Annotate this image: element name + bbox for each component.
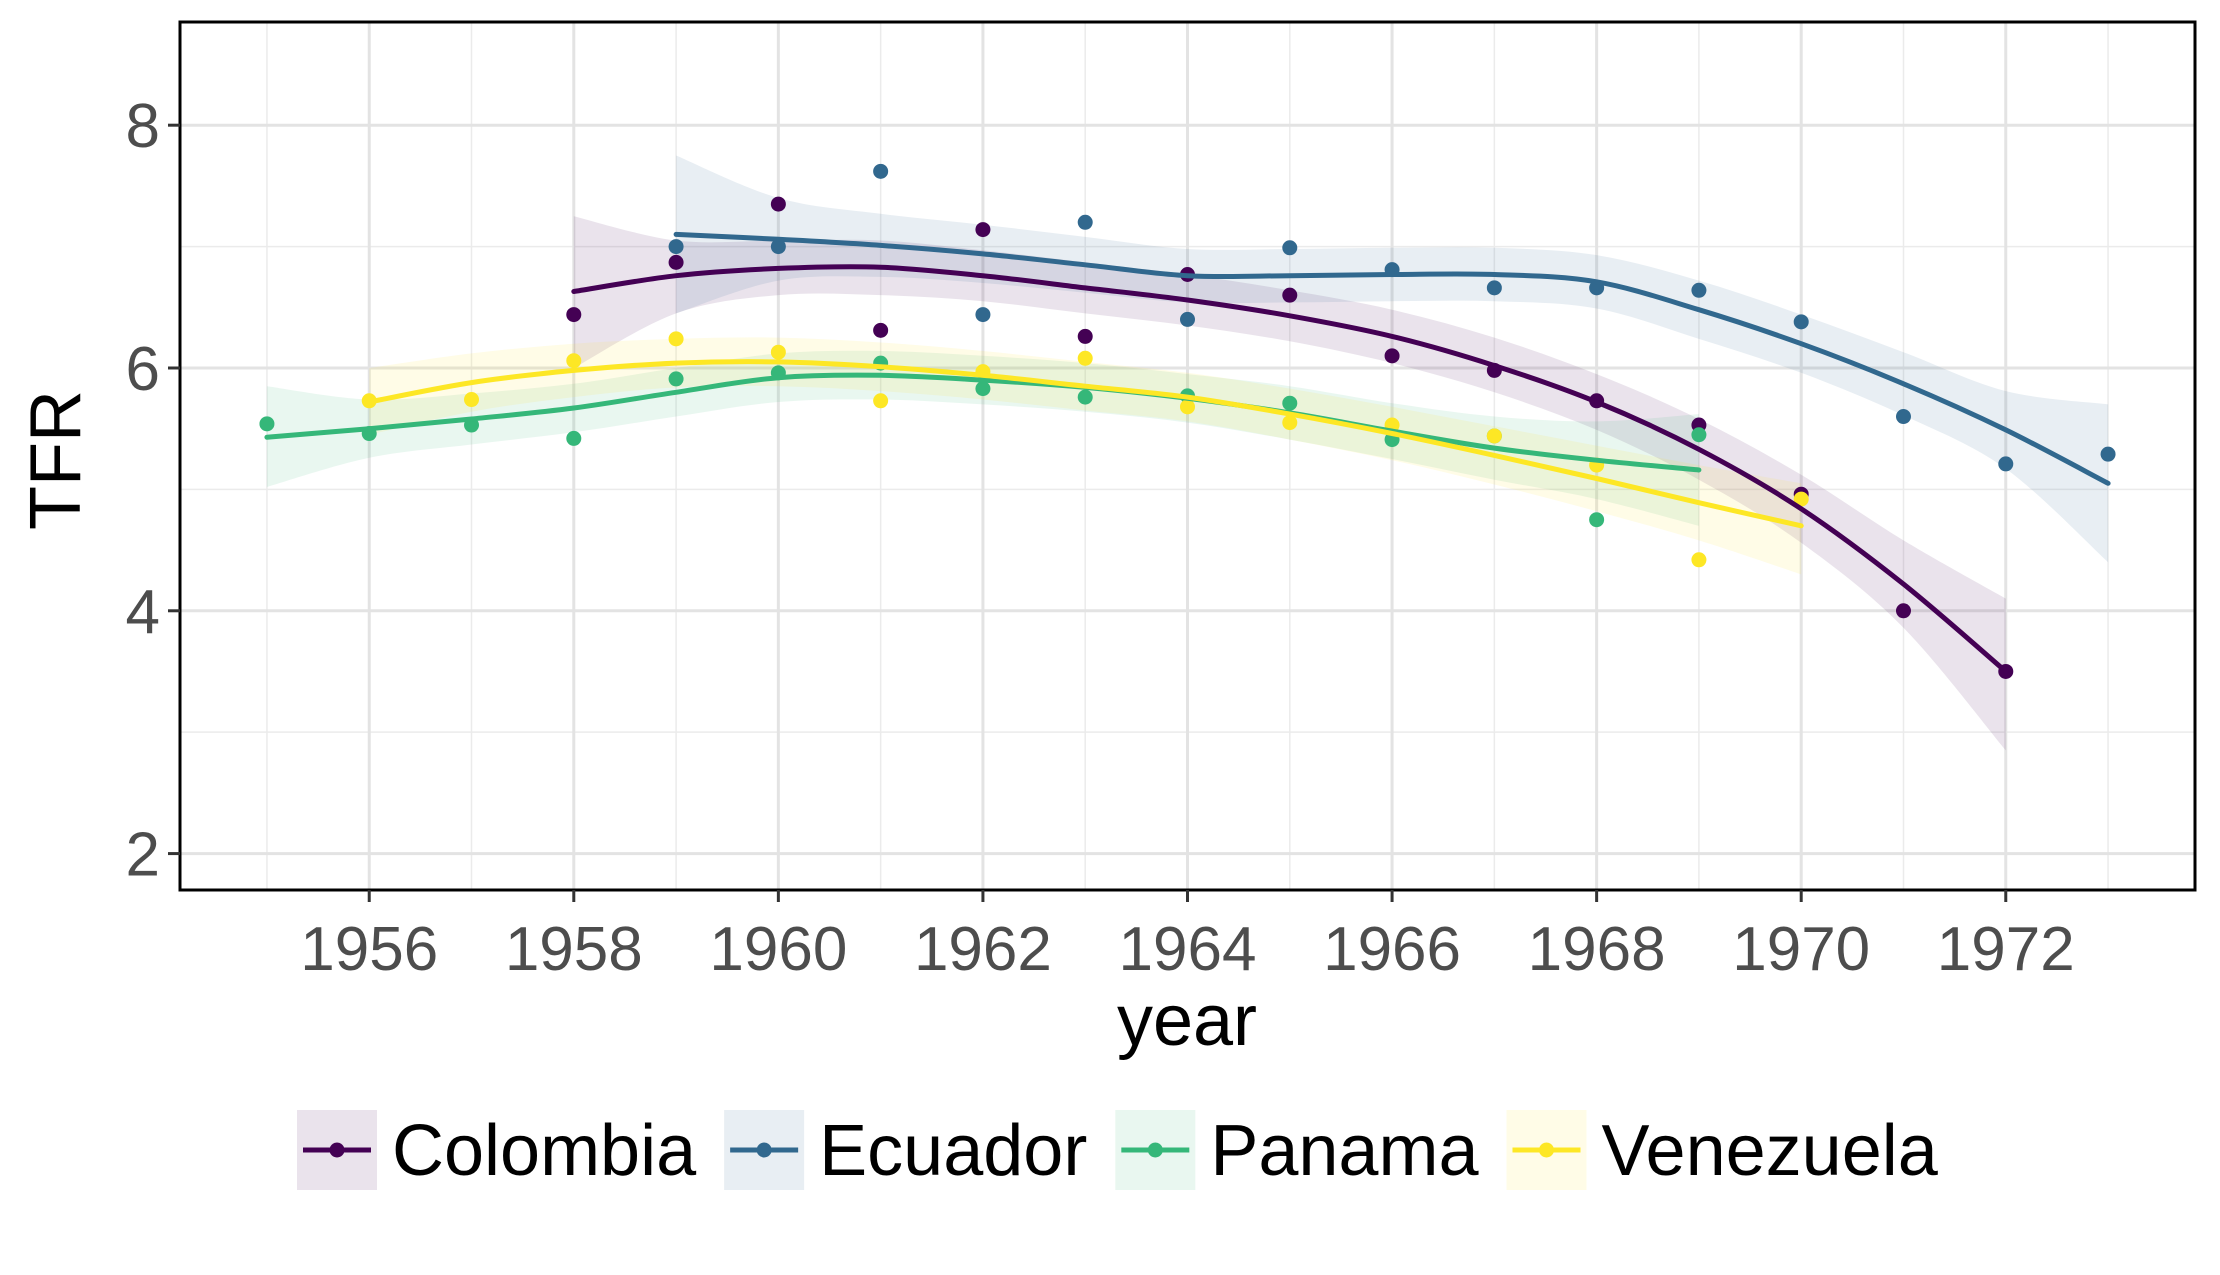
x-tick-label: 1962 [914, 915, 1052, 984]
data-point-colombia [770, 196, 786, 212]
data-point-colombia [1282, 287, 1298, 303]
data-point-colombia [1384, 348, 1400, 364]
x-tick-label: 1972 [1937, 915, 2075, 984]
plot-panel: 1956 1958 1960 1962 1964 1966 1968 1970 1972 2 4 6 8 [126, 20, 2197, 984]
data-point-ecuador [1895, 409, 1911, 425]
x-tick-label: 1966 [1323, 915, 1461, 984]
data-point-colombia [1895, 603, 1911, 619]
data-point-venezuela [1077, 350, 1093, 366]
confidence-band-panama [266, 350, 1699, 526]
data-point-panama [1282, 395, 1298, 411]
legend-label-ecuador: Ecuador [819, 1111, 1087, 1191]
data-point-colombia [668, 254, 684, 270]
legend-point-panama [1147, 1142, 1163, 1158]
x-tick-label: 1968 [1528, 915, 1666, 984]
y-tick-label: 8 [126, 92, 160, 161]
data-point-panama [566, 430, 582, 446]
x-tick-label: 1964 [1119, 915, 1257, 984]
data-point-venezuela [464, 392, 480, 408]
y-tick-label: 2 [126, 821, 160, 890]
data-point-ecuador [1077, 214, 1093, 230]
data-point-venezuela [1282, 415, 1298, 431]
legend-item-ecuador: Ecuador [724, 1110, 1087, 1191]
data-point-venezuela [1691, 552, 1707, 568]
data-point-venezuela [1486, 428, 1502, 444]
x-tick-label: 1960 [709, 915, 847, 984]
data-point-venezuela [1180, 399, 1195, 415]
legend-label-colombia: Colombia [392, 1111, 697, 1191]
x-tick-label: 1958 [505, 915, 643, 984]
data-point-ecuador [1998, 456, 2014, 472]
trend-line-ecuador [673, 231, 2111, 486]
data-point-ecuador [668, 239, 684, 255]
x-axis-title: year [1117, 981, 1257, 1061]
data-point-colombia [1077, 328, 1093, 344]
legend-item-colombia: Colombia [297, 1110, 697, 1191]
data-point-ecuador [1691, 282, 1707, 298]
data-point-ecuador [770, 239, 786, 255]
trend-line-panama [264, 372, 1702, 473]
trend-line-colombia [571, 264, 2009, 674]
trend-line-venezuela [366, 359, 1804, 529]
legend-point-venezuela [1538, 1142, 1554, 1158]
data-point-ecuador [1486, 280, 1502, 296]
legend-point-colombia [329, 1142, 345, 1158]
data-point-ecuador [2100, 446, 2116, 462]
data-point-venezuela [668, 331, 684, 347]
data-point-ecuador [1793, 314, 1809, 330]
legend-point-ecuador [756, 1142, 772, 1158]
data-point-venezuela [566, 353, 582, 369]
data-point-ecuador [873, 163, 889, 179]
data-point-venezuela [770, 344, 786, 360]
data-point-panama [1077, 389, 1093, 405]
data-point-venezuela [873, 393, 889, 409]
data-point-panama [259, 416, 275, 432]
data-point-panama [1691, 427, 1707, 443]
data-point-colombia [566, 307, 582, 323]
y-tick-label: 6 [126, 335, 160, 404]
x-tick-label: 1970 [1732, 915, 1870, 984]
y-tick-label: 4 [126, 578, 160, 647]
data-point-colombia [873, 322, 889, 338]
data-point-colombia [975, 222, 991, 238]
data-point-panama [1589, 512, 1605, 528]
data-point-ecuador [1180, 311, 1195, 327]
data-point-ecuador [975, 307, 991, 323]
data-point-panama [668, 371, 684, 387]
data-point-venezuela [1793, 491, 1809, 507]
data-point-ecuador [1282, 240, 1298, 256]
data-point-panama [975, 381, 991, 397]
legend-label-venezuela: Venezuela [1601, 1111, 1938, 1191]
x-tick-label: 1956 [300, 915, 438, 984]
legend-item-venezuela: Venezuela [1506, 1110, 1939, 1191]
y-axis-title: TFR [16, 390, 96, 530]
legend: Colombia Ecuador Panama Venezuela [297, 1110, 1939, 1191]
legend-label-panama: Panama [1210, 1111, 1479, 1191]
legend-item-panama: Panama [1115, 1110, 1479, 1191]
